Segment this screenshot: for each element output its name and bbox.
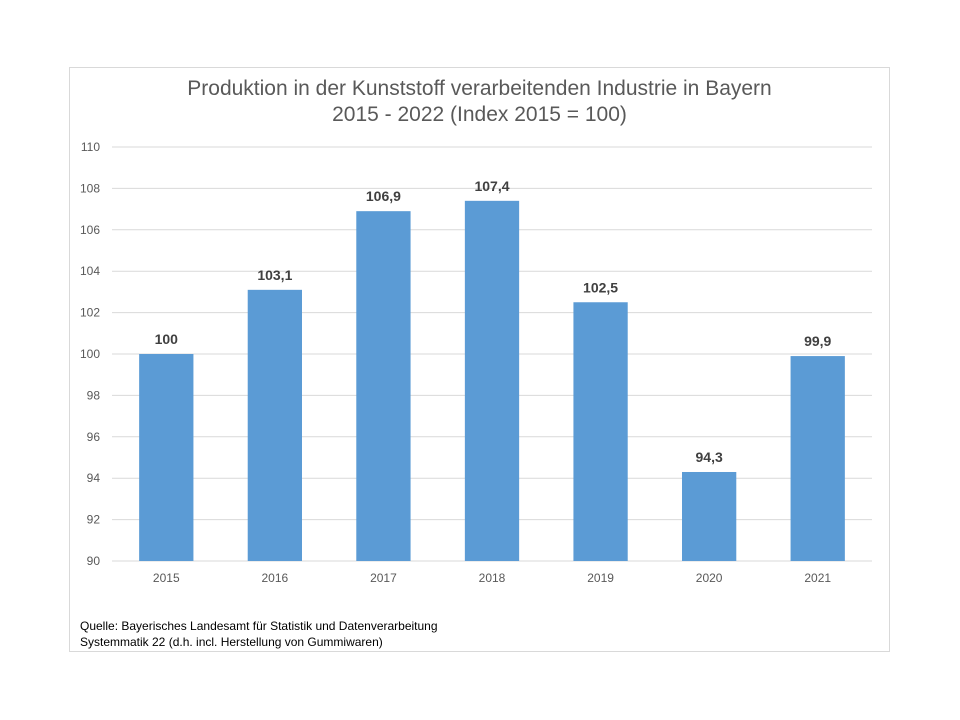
data-label: 103,1 (257, 267, 292, 283)
chart-title: Produktion in der Kunststoff verarbeiten… (187, 77, 772, 100)
data-label: 107,4 (474, 178, 509, 194)
x-tick-label: 2021 (804, 571, 831, 585)
bar-2017 (356, 211, 411, 562)
data-label: 106,9 (366, 188, 401, 204)
x-tick-label: 2016 (262, 571, 289, 585)
y-tick-label: 102 (80, 306, 100, 320)
chart-title-block: Produktion in der Kunststoff verarbeiten… (69, 76, 890, 128)
y-tick-label: 92 (87, 513, 101, 527)
y-tick-label: 98 (87, 388, 101, 402)
bar-2020 (682, 471, 737, 561)
x-tick-label: 2017 (370, 571, 397, 585)
chart-subtitle: 2015 - 2022 (Index 2015 = 100) (332, 103, 627, 126)
y-tick-label: 106 (80, 223, 100, 237)
y-tick-label: 104 (80, 264, 100, 278)
x-tick-label: 2018 (479, 571, 506, 585)
y-tick-label: 90 (87, 554, 101, 568)
x-tick-label: 2015 (153, 571, 180, 585)
y-tick-label: 96 (87, 430, 101, 444)
bar-2015 (139, 354, 194, 561)
x-tick-label: 2019 (587, 571, 614, 585)
source-note: Quelle: Bayerisches Landesamt für Statis… (80, 618, 438, 650)
source-line-1: Quelle: Bayerisches Landesamt für Statis… (80, 619, 438, 633)
y-tick-label: 100 (80, 347, 100, 361)
y-tick-label: 110 (81, 140, 100, 154)
x-tick-label: 2020 (696, 571, 723, 585)
source-line-2: Systemmatik 22 (d.h. incl. Herstellung v… (80, 635, 383, 649)
data-label: 100 (155, 331, 179, 347)
bar-2016 (247, 289, 302, 561)
y-tick-label: 94 (87, 471, 101, 485)
data-label: 99,9 (804, 333, 831, 349)
bar-2019 (573, 302, 628, 561)
y-tick-label: 108 (80, 181, 100, 195)
bar-2018 (464, 200, 520, 561)
bar-2021 (790, 356, 845, 561)
data-label: 102,5 (583, 279, 618, 295)
data-label: 94,3 (696, 449, 723, 465)
